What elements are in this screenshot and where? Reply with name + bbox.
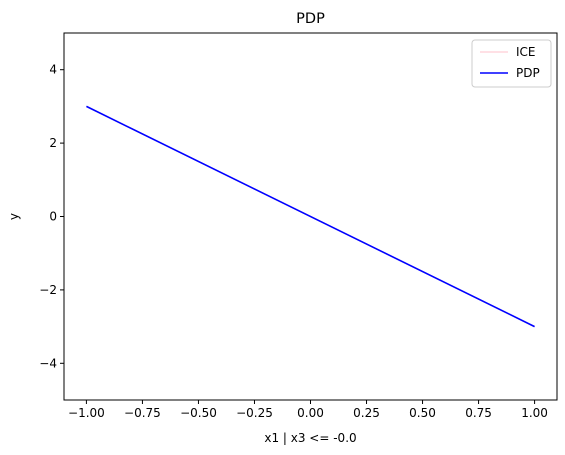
y-tick-label: 4 [49,63,57,77]
legend-label-pdp: PDP [516,66,540,80]
x-tick-label: −0.75 [124,406,161,420]
chart-title: PDP [296,11,325,27]
plot-area [86,105,535,328]
x-tick-label: 0.25 [353,406,380,420]
x-tick-label: −0.50 [180,406,217,420]
y-tick-label: −2 [39,283,57,297]
x-tick-label: 0.00 [297,406,324,420]
series-line-pdp [86,105,535,328]
x-tick-label: −0.25 [236,406,273,420]
x-axis-label: x1 | x3 <= -0.0 [264,431,356,445]
y-tick-label: −4 [39,356,57,370]
y-tick-label: 0 [49,210,57,224]
x-tick-label: 1.00 [521,406,548,420]
x-tick-label: 0.50 [409,406,436,420]
x-axis: −1.00 −0.75 −0.50 −0.25 0.00 0.25 0.50 0.75 1.00 [68,400,548,420]
legend-label-ice: ICE [516,45,536,59]
legend: ICE PDP [471,39,552,88]
y-tick-label: 2 [49,136,57,150]
y-axis-label: y [7,213,21,220]
y-axis: −4 −2 0 2 4 [39,63,64,370]
x-tick-label: −1.00 [68,406,105,420]
x-tick-label: 0.75 [465,406,492,420]
